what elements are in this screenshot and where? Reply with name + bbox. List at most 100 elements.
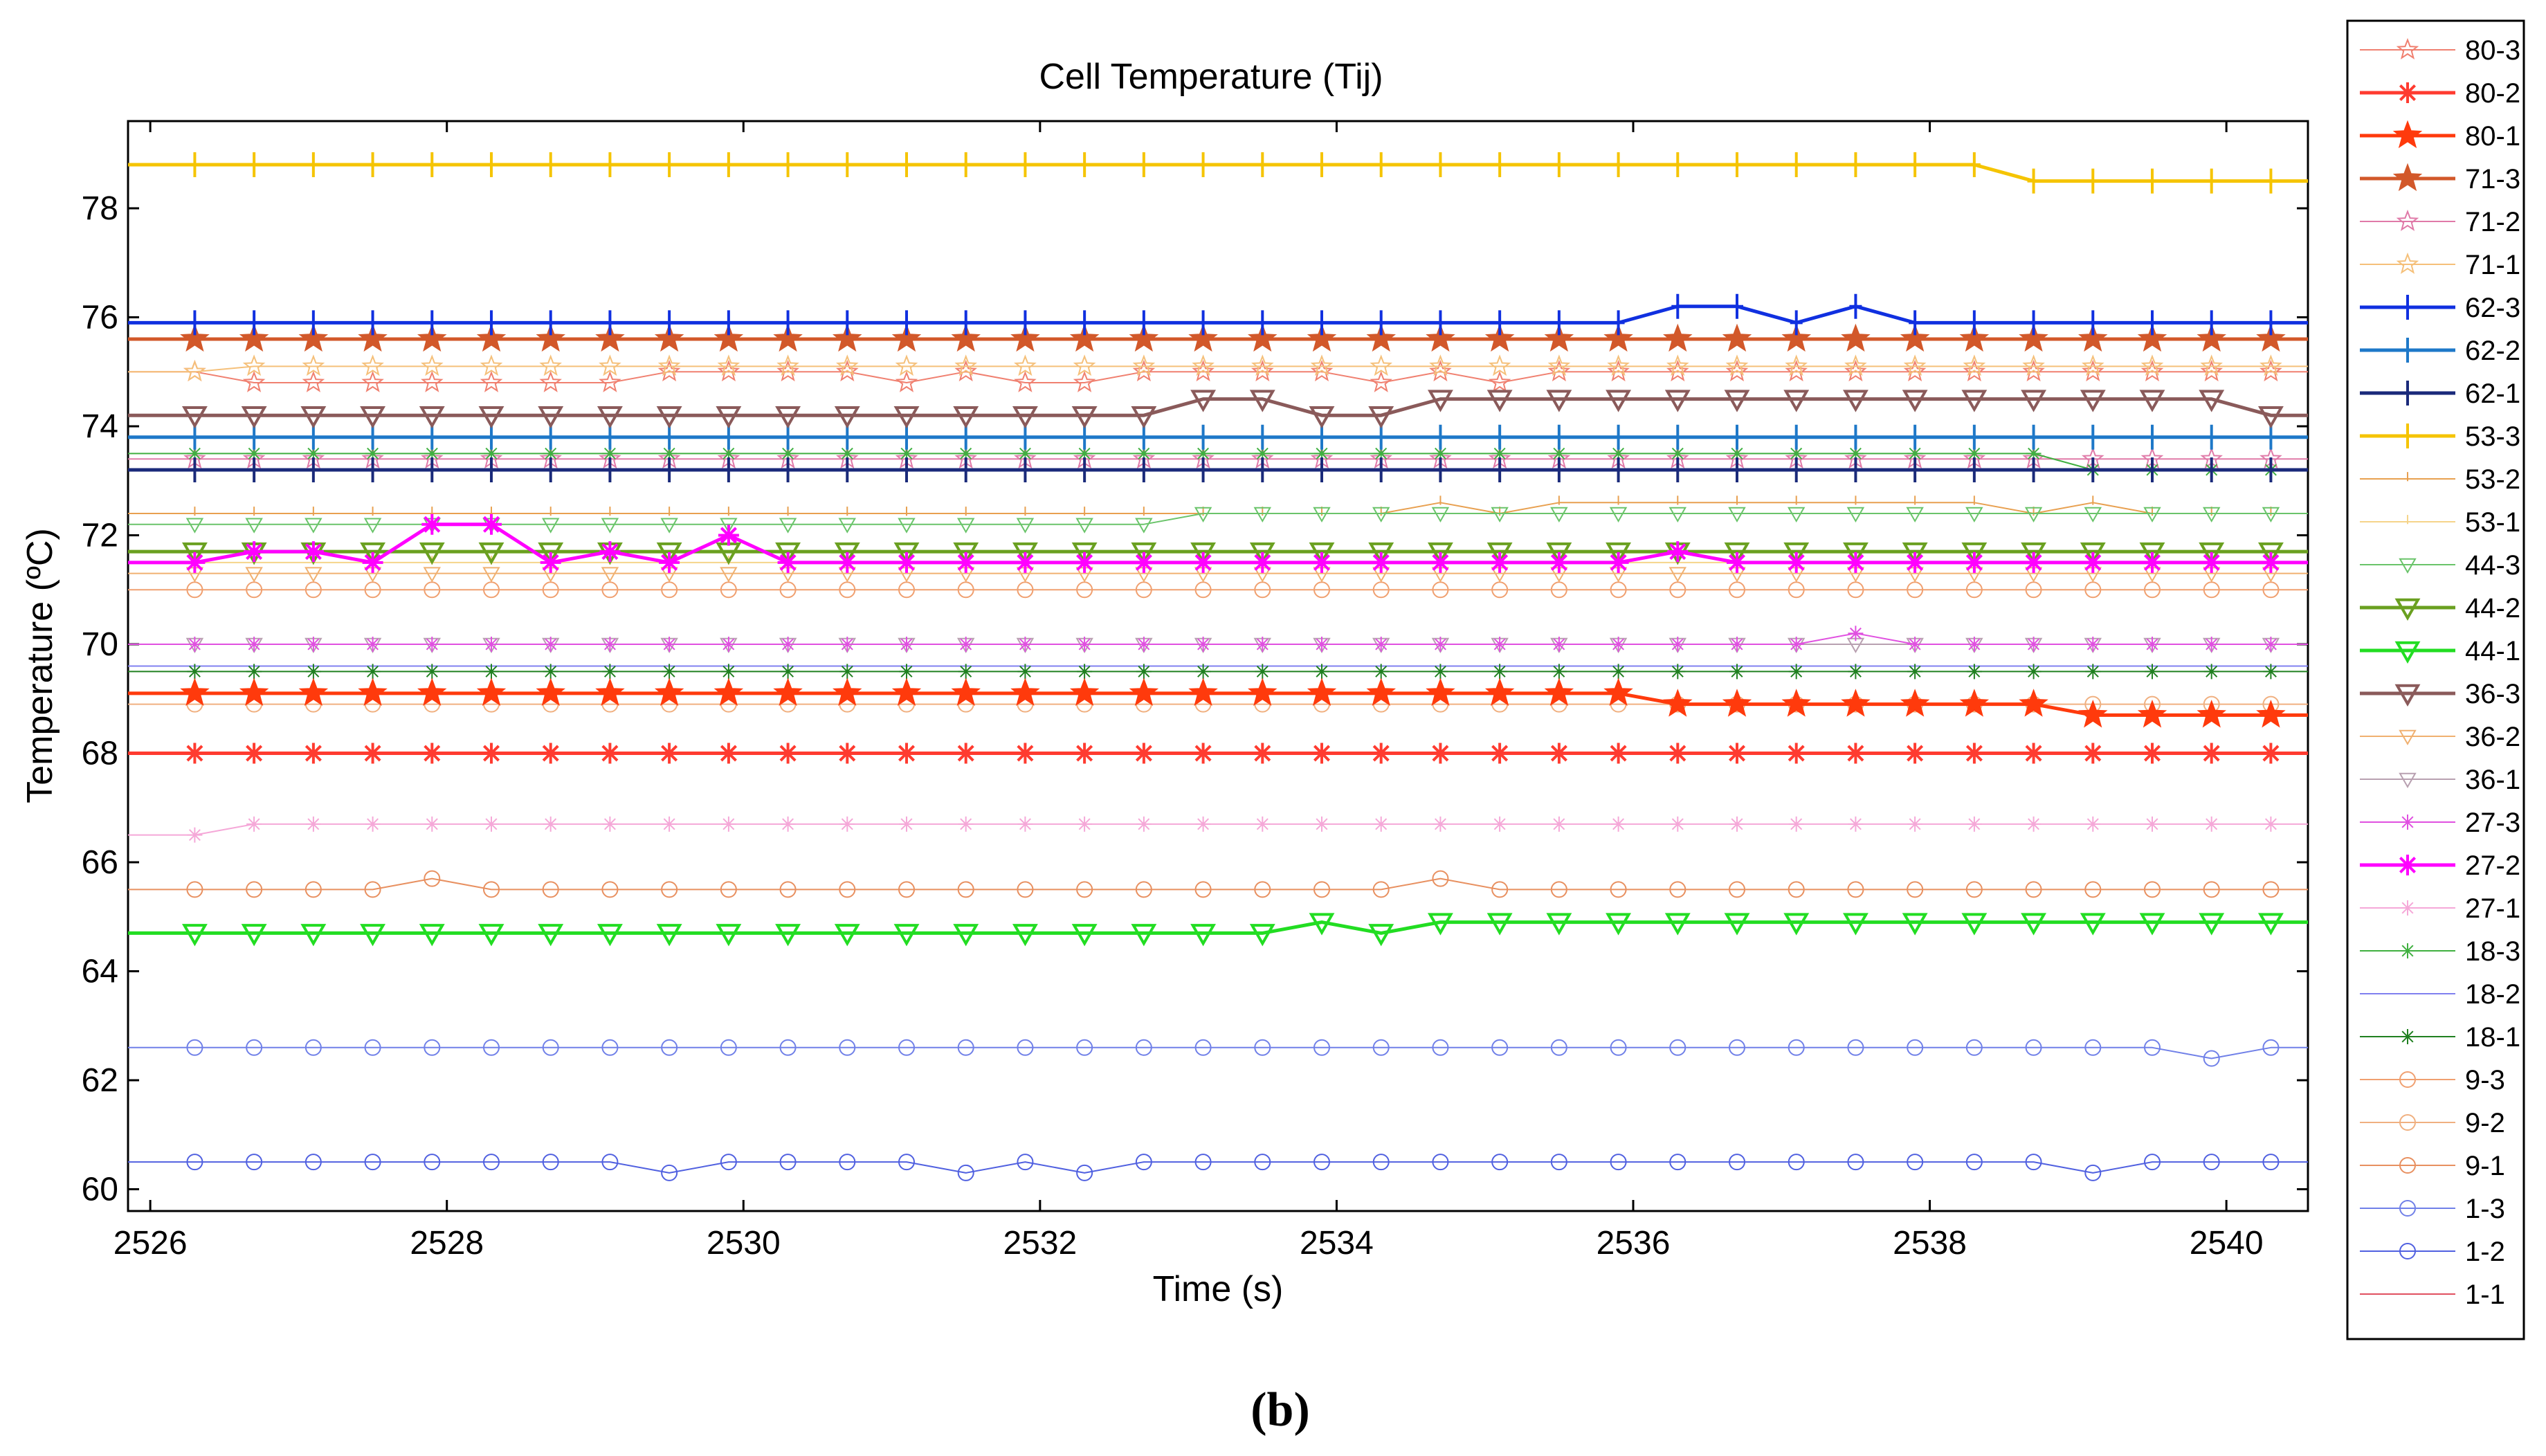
data-point-27-1	[662, 816, 678, 832]
data-point-27-3	[720, 637, 736, 652]
data-point-1-3	[720, 1039, 737, 1056]
data-point-36-3	[1131, 406, 1157, 429]
data-point-44-1	[1427, 913, 1453, 936]
data-point-62-1	[366, 457, 379, 482]
legend-item-44-1: 44-1	[2360, 636, 2520, 666]
data-point-44-2	[1783, 542, 1810, 565]
data-point-36-3	[716, 406, 742, 429]
data-point-9-3	[1610, 581, 1627, 599]
data-point-27-3	[780, 637, 796, 652]
data-point-62-2	[1612, 424, 1625, 450]
legend-swatch-marker	[2401, 338, 2414, 363]
data-point-80-3	[1251, 360, 1274, 382]
data-point-62-2	[248, 424, 261, 450]
data-point-80-1	[417, 677, 447, 707]
series-line-53-3	[128, 163, 2308, 183]
data-point-27-2	[837, 552, 858, 573]
data-point-9-3	[1788, 581, 1805, 599]
data-point-80-3	[2200, 360, 2223, 382]
data-point-18-1	[1255, 664, 1271, 680]
data-point-62-2	[1909, 424, 1922, 450]
data-point-53-3	[426, 152, 439, 177]
data-point-62-2	[1552, 424, 1565, 450]
data-point-18-3	[1195, 446, 1211, 462]
legend-swatch-marker	[2401, 424, 2414, 448]
data-point-9-1	[1907, 881, 1924, 898]
data-point-62-2	[1019, 424, 1032, 450]
data-point-18-3	[1492, 446, 1508, 462]
data-point-9-1	[601, 881, 619, 898]
data-point-36-2	[423, 567, 442, 583]
data-point-62-2	[2146, 424, 2158, 450]
data-point-27-1	[780, 816, 796, 832]
data-point-36-3	[1190, 390, 1217, 412]
data-point-27-1	[2263, 816, 2279, 832]
data-point-18-1	[602, 664, 618, 680]
data-point-80-3	[1429, 360, 1452, 382]
data-point-27-3	[662, 637, 678, 652]
data-point-1-2	[1491, 1154, 1509, 1171]
legend-label: 62-2	[2465, 336, 2520, 366]
data-point-62-1	[1434, 457, 1447, 482]
series-71-3	[128, 323, 2308, 352]
data-point-62-1	[2086, 457, 2100, 482]
data-point-1-3	[2084, 1039, 2102, 1056]
data-point-27-3	[1670, 637, 1686, 652]
data-point-71-1	[1014, 354, 1037, 376]
data-point-9-1	[424, 870, 441, 887]
data-point-71-1	[242, 354, 266, 376]
data-point-80-2	[718, 743, 739, 764]
data-point-18-3	[1848, 446, 1864, 462]
data-point-1-2	[720, 1154, 737, 1171]
data-point-1-3	[1491, 1039, 1509, 1056]
data-point-18-3	[899, 446, 914, 462]
legend-item-18-2: 18-2	[2360, 979, 2520, 1010]
data-point-27-1	[839, 816, 855, 832]
data-point-80-2	[955, 743, 976, 764]
data-point-9-3	[720, 581, 737, 599]
data-point-80-1	[1663, 689, 1693, 717]
data-point-80-1	[2256, 700, 2286, 728]
data-point-1-2	[1432, 1154, 1449, 1171]
data-point-44-1	[1190, 924, 1217, 947]
data-point-44-3	[1609, 507, 1628, 523]
data-point-27-1	[1373, 816, 1389, 832]
data-point-27-2	[2201, 552, 2222, 573]
legend-label: 62-3	[2465, 293, 2520, 323]
data-point-27-3	[839, 637, 855, 652]
legend-label: 71-1	[2465, 250, 2520, 280]
data-point-80-1	[358, 677, 388, 707]
data-point-62-1	[1019, 457, 1032, 482]
data-point-1-2	[2203, 1154, 2220, 1171]
data-point-62-2	[2264, 424, 2277, 450]
series-9-3	[128, 581, 2308, 599]
legend-item-53-2: 53-2	[2360, 464, 2520, 495]
data-point-80-2	[481, 743, 502, 764]
data-point-36-3	[1012, 406, 1038, 429]
data-point-36-3	[1961, 390, 1988, 412]
data-point-27-1	[1433, 816, 1448, 832]
data-point-18-1	[780, 664, 796, 680]
data-point-27-2	[1311, 552, 1332, 573]
data-point-27-1	[1136, 816, 1152, 832]
data-point-1-3	[2025, 1039, 2042, 1056]
data-point-62-3	[1849, 293, 1862, 319]
data-point-44-3	[1668, 507, 1687, 523]
legend-swatch-marker	[2397, 82, 2418, 103]
data-point-44-1	[656, 924, 682, 947]
legend-item-36-1: 36-1	[2360, 765, 2520, 795]
data-point-9-1	[1135, 881, 1152, 898]
data-point-53-3	[900, 152, 913, 177]
data-point-27-3	[1551, 637, 1567, 652]
data-point-27-1	[602, 816, 618, 832]
data-point-27-1	[1610, 816, 1626, 832]
data-point-27-1	[1848, 816, 1864, 832]
data-point-62-3	[1078, 310, 1091, 336]
data-point-62-3	[1790, 310, 1803, 336]
data-point-62-3	[544, 310, 557, 336]
data-point-44-1	[1606, 913, 1632, 936]
series-80-3	[128, 360, 2308, 392]
legend-item-27-3: 27-3	[2360, 808, 2520, 838]
data-point-36-3	[656, 406, 682, 429]
data-point-62-3	[781, 310, 794, 336]
